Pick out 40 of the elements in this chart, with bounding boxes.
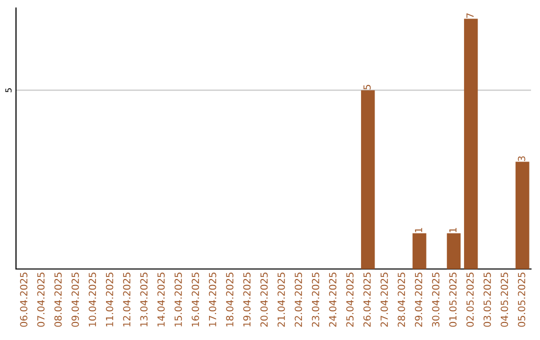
- x-tick-label: 22.04.2025: [294, 272, 302, 327]
- x-tick-label: 15.04.2025: [174, 272, 182, 326]
- x-tick-label: 19.04.2025: [243, 272, 251, 326]
- x-tick-label: 01.05.2025: [449, 272, 457, 327]
- x-tick-label: 28.04.2025: [398, 272, 406, 327]
- x-tick-label: 21.04.2025: [278, 272, 285, 327]
- x-tick-label: 12.04.2025: [123, 272, 130, 326]
- x-tick-label: 13.04.2025: [140, 272, 148, 326]
- x-tick-label: 05.05.2025: [518, 272, 526, 327]
- bar: [361, 90, 375, 269]
- x-tick-label: 04.05.2025: [500, 272, 508, 327]
- data-label: 5: [364, 84, 371, 90]
- x-tick-label: 06.04.2025: [20, 272, 28, 327]
- data-label: 7: [466, 13, 474, 18]
- data-label: 1: [449, 228, 456, 232]
- x-tick-label: 18.04.2025: [226, 272, 234, 326]
- x-tick-label: 17.04.2025: [208, 272, 216, 326]
- data-label: 1: [415, 228, 422, 232]
- x-tick-label: 27.04.2025: [380, 272, 388, 327]
- x-tick-label: 10.04.2025: [88, 272, 96, 326]
- x-tick-label: 08.04.2025: [54, 272, 62, 327]
- x-tick-label: 16.04.2025: [192, 272, 200, 326]
- x-tick-label: 23.04.2025: [312, 272, 320, 327]
- bar: [516, 162, 530, 269]
- bar: [464, 18, 478, 269]
- bar: [412, 233, 426, 269]
- bar: [446, 233, 461, 269]
- x-tick-label: 30.04.2025: [432, 272, 440, 327]
- x-tick-label: 07.04.2025: [37, 272, 45, 327]
- x-tick-label: 26.04.2025: [363, 272, 371, 327]
- x-tick-label: 03.05.2025: [484, 272, 491, 327]
- x-tick-label: 25.04.2025: [346, 272, 354, 327]
- x-tick-label: 29.04.2025: [414, 272, 422, 327]
- x-tick-label: 11.04.2025: [106, 272, 114, 326]
- x-tick-label: 09.04.2025: [72, 272, 79, 327]
- data-label: 3: [518, 156, 526, 161]
- x-tick-label: 24.04.2025: [329, 272, 336, 327]
- x-tick-label: 02.05.2025: [466, 272, 474, 327]
- x-tick-label: 20.04.2025: [260, 272, 268, 327]
- x-tick-label: 14.04.2025: [157, 272, 165, 326]
